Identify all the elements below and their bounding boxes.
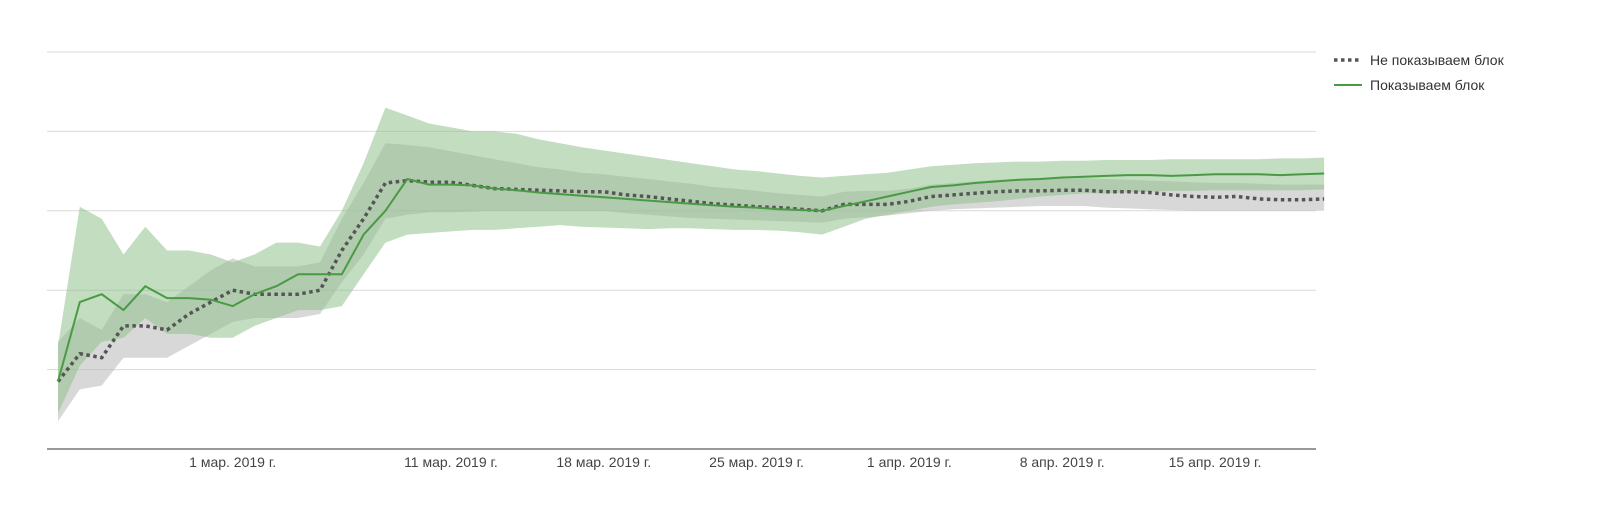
x-tick-labels: 1 мар. 2019 г. 11 мар. 2019 г. 18 мар. 201… [189, 454, 1261, 470]
series-line-1 [56, 178, 1325, 383]
legend: Не показываем блок Показываем блок [1334, 52, 1505, 93]
x-tick-label-3: 25 мар. 2019 г. [709, 454, 804, 470]
x-tick-label-4: 1 апр. 2019 г. [867, 454, 952, 470]
series-lines [56, 172, 1325, 383]
x-tick-label-1: 11 мар. 2019 г. [404, 454, 498, 470]
legend-label-1: Не показываем блок [1370, 52, 1505, 68]
confidence-bands [58, 107, 1325, 422]
series-line-2 [57, 172, 1325, 382]
confidence-band-2 [58, 107, 1325, 414]
x-tick-label-5: 8 апр. 2019 г. [1020, 454, 1105, 470]
x-tick-label-6: 15 апр. 2019 г. [1169, 454, 1262, 470]
x-tick-label-2: 18 мар. 2019 г. [556, 454, 651, 470]
legend-label-2: Показываем блок [1370, 77, 1485, 93]
x-tick-label-0: 1 мар. 2019 г. [189, 454, 276, 470]
